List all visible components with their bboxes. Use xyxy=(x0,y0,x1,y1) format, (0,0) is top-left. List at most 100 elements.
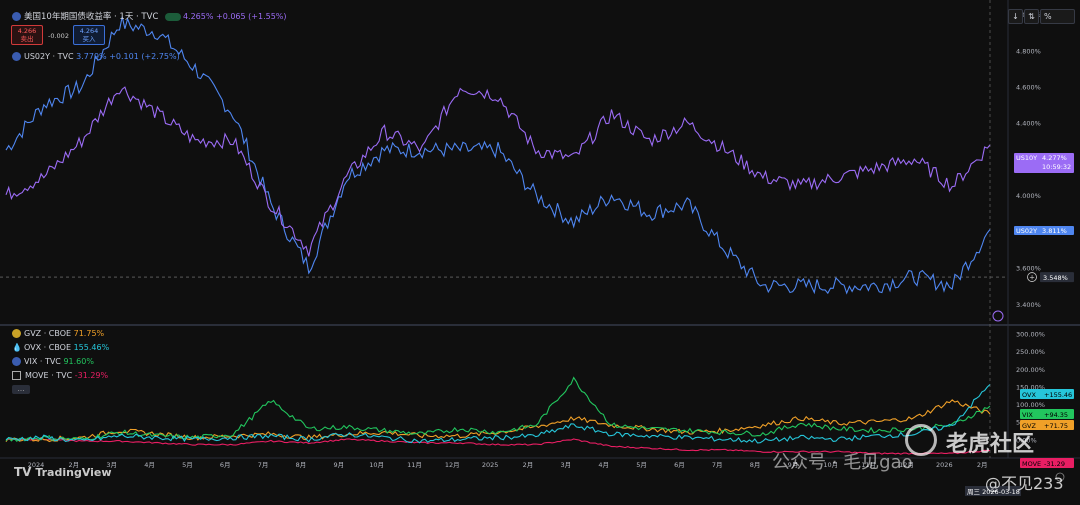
x-tick-label: 2月 xyxy=(977,461,988,469)
gvz-value: 71.75% xyxy=(73,329,105,338)
x-tick-label: 12月 xyxy=(445,461,460,469)
x-tick-label: 10月 xyxy=(823,461,838,469)
x-tick-label: 2025 xyxy=(482,461,499,469)
x-tick-label: 9月 xyxy=(333,461,344,469)
x-tick-label: 11月 xyxy=(861,461,876,469)
vix-line xyxy=(5,376,991,442)
main-legend: 美国10年期国债收益率 · 1天 · TVC 4.265% +0.065 (+1… xyxy=(12,11,287,23)
x-tick-label: 12月 xyxy=(899,461,914,469)
y-tick-label: 4.000% xyxy=(1016,192,1041,200)
x-tick-label: 6月 xyxy=(674,461,685,469)
vix-tag-label: VIX xyxy=(1022,411,1033,419)
oil-drop-icon: 💧 xyxy=(12,343,22,352)
percent-scale-button[interactable]: % xyxy=(1040,9,1075,24)
x-tick-label: 8月 xyxy=(750,461,761,469)
gvz-legend: GVZ · CBOE 71.75% xyxy=(12,328,104,339)
main-price: 4.265% xyxy=(182,12,214,21)
move-line xyxy=(5,438,991,455)
move-tag-value: -31.29 xyxy=(1044,460,1065,468)
us-flag-icon xyxy=(12,52,21,61)
move-label: MOVE · TVC xyxy=(25,371,73,380)
settings-icon xyxy=(1055,472,1065,482)
gvz-tag-label: GVZ xyxy=(1022,422,1036,430)
user-watermark: @不见233 xyxy=(985,474,1064,493)
move-legend: MOVE · TVC -31.29% xyxy=(12,370,108,381)
x-tick-label: 3月 xyxy=(561,461,572,469)
us02y-legend: US02Y · TVC 3.779% +0.101 (+2.75%) xyxy=(12,51,180,62)
us-flag-icon xyxy=(12,12,21,21)
x-tick-label: 2月 xyxy=(69,461,80,469)
us10y-tag-box xyxy=(1014,153,1074,173)
gzh-watermark: 公众号 · 毛见gao xyxy=(772,452,913,473)
x-tick-label: 4月 xyxy=(144,461,155,469)
x-tick-label: 5月 xyxy=(182,461,193,469)
vix-value: 91.60% xyxy=(63,357,94,366)
x-tick-label: 6月 xyxy=(220,461,231,469)
x-tick-label: 4月 xyxy=(598,461,609,469)
x-tick-label: 7月 xyxy=(712,461,723,469)
x-tick-label: 2026 xyxy=(936,461,953,469)
gvz-line xyxy=(5,399,991,443)
plus-glyph: + xyxy=(1029,274,1035,282)
buy-button[interactable]: 4.264 买入 xyxy=(73,25,105,45)
move-tag-box xyxy=(1020,458,1074,468)
ovx-tag-box xyxy=(1020,389,1074,399)
gvz-tag-value: +71.75 xyxy=(1044,422,1068,430)
sell-price: 4.266 xyxy=(17,27,37,35)
gvz-label: GVZ · CBOE xyxy=(24,329,72,338)
x-tick-label: 9月 xyxy=(788,461,799,469)
x-tick-label: 2月 xyxy=(523,461,534,469)
sort-icon[interactable]: ⇅ xyxy=(1024,9,1039,24)
x-tick-label: 8月 xyxy=(296,461,307,469)
y-tick-label: 0.00% xyxy=(1016,436,1037,444)
x-tick-label: 7月 xyxy=(258,461,269,469)
us02y-label: US02Y · TVC xyxy=(24,52,74,61)
y-tick-label: 250.00% xyxy=(1016,348,1045,356)
y-tick-label: 3.400% xyxy=(1016,301,1041,309)
green-status-icon xyxy=(164,12,181,21)
main-change: +0.065 (+1.55%) xyxy=(216,12,287,21)
y-tick-label: 150.00% xyxy=(1016,383,1045,391)
y-tick-label: 100.00% xyxy=(1016,401,1045,409)
tradingview-text: TradingView xyxy=(35,466,112,479)
x-tick-label: 5月 xyxy=(636,461,647,469)
crosshair-value-box xyxy=(1040,272,1074,283)
download-icon[interactable]: ↓ xyxy=(1008,9,1023,24)
y-tick-label: 300.00% xyxy=(1016,331,1045,339)
y-tick-label: 4.600% xyxy=(1016,84,1041,92)
x-tick-label: 3月 xyxy=(106,461,117,469)
ovx-label: OVX · CBOE xyxy=(24,343,72,352)
ovx-tag-label: OVX xyxy=(1022,391,1036,399)
ovx-legend: 💧 OVX · CBOE 155.46% xyxy=(12,342,109,353)
y-tick-label: 200.00% xyxy=(1016,366,1045,374)
us-flag-icon xyxy=(12,357,21,366)
sell-button[interactable]: 4.266 卖出 xyxy=(11,25,43,45)
y-tick-label: 4.800% xyxy=(1016,47,1041,55)
date-label: 周三 2026-03-18 xyxy=(967,488,1020,496)
plus-circle-icon xyxy=(1027,272,1037,282)
ovx-line xyxy=(5,384,991,444)
vix-tag-value: +94.35 xyxy=(1044,411,1068,419)
more-icon[interactable]: … xyxy=(12,385,30,394)
buy-label: 买入 xyxy=(82,35,96,43)
us02y-tag-box xyxy=(1014,226,1074,235)
gold-icon xyxy=(12,329,21,338)
tiger-watermark: 老虎社区 xyxy=(946,432,1035,457)
crosshair-value: 3.548% xyxy=(1043,274,1068,282)
us02y-line xyxy=(5,16,991,295)
x-tick-label: 2024 xyxy=(28,461,45,469)
move-tag-label: MOVE xyxy=(1022,460,1041,468)
us02y-change: +0.101 (+2.75%) xyxy=(109,52,180,61)
tiger-logo-icon xyxy=(905,424,937,456)
vix-label: VIX · TVC xyxy=(24,357,61,366)
sell-label: 卖出 xyxy=(20,35,34,43)
y-tick-label: 3.600% xyxy=(1016,265,1041,273)
y-tick-label: 4.400% xyxy=(1016,120,1041,128)
us10y-tag-value: 4.277% xyxy=(1042,154,1067,162)
gvz-tag-box xyxy=(1020,420,1074,430)
vix-tag-box xyxy=(1020,409,1074,419)
us10y-tag-label: US10Y xyxy=(1016,154,1037,162)
us10y-line xyxy=(5,86,991,257)
x-tick-label: 11月 xyxy=(407,461,422,469)
